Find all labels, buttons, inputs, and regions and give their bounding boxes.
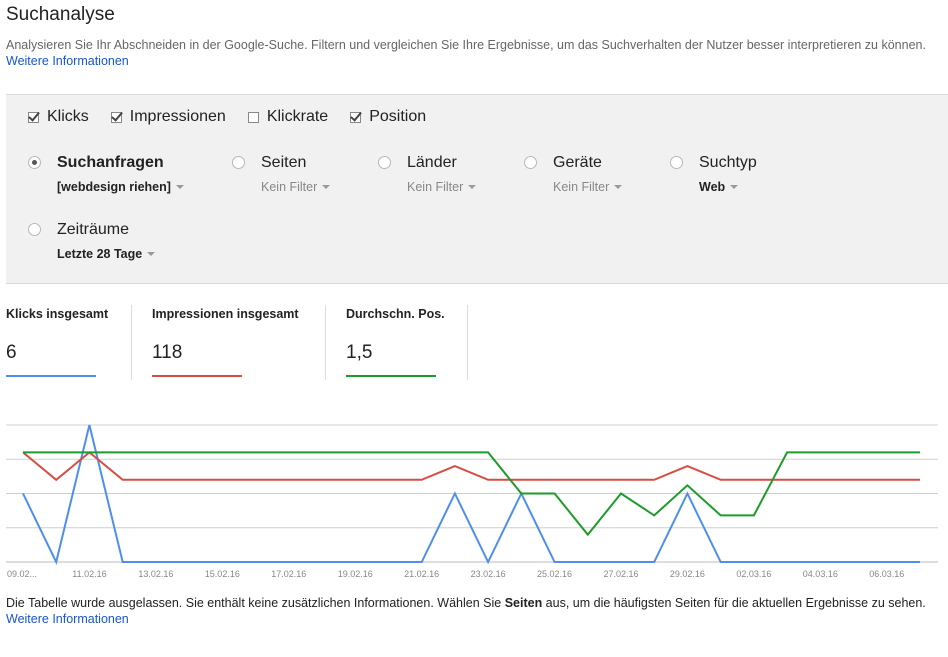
- dimension-label: Suchanfragen: [57, 154, 164, 171]
- radio-icon: [524, 156, 537, 169]
- metric-position-checkbox[interactable]: Position: [350, 108, 426, 126]
- radio-icon: [378, 156, 391, 169]
- chevron-down-icon: [730, 185, 739, 189]
- checkbox-icon: [28, 111, 39, 123]
- divider: [467, 305, 468, 380]
- series-color-bar: [6, 375, 96, 377]
- checkbox-icon: [247, 111, 259, 123]
- chevron-down-icon: [175, 185, 184, 189]
- x-tick-label: 13.02.16: [138, 569, 173, 579]
- page-title: Suchanalyse: [6, 4, 115, 25]
- metric-label: Klickrate: [266, 108, 329, 125]
- chevron-down-icon: [147, 252, 156, 256]
- radio-icon: [28, 223, 41, 236]
- x-tick-label: 11.02.16: [72, 569, 106, 579]
- total-value: 6: [6, 342, 17, 363]
- chevron-down-icon: [322, 185, 331, 189]
- chevron-down-icon: [468, 185, 477, 189]
- chart-series: [22, 424, 920, 565]
- dimension-label: Geräte: [553, 154, 602, 171]
- footer-text-after: aus, um die häufigsten Seiten für die ak…: [542, 596, 926, 610]
- more-info-link[interactable]: Weitere Informationen: [6, 54, 129, 68]
- x-tick-label: 02.03.16: [736, 569, 771, 579]
- footer-bold-text: Seiten: [504, 596, 543, 610]
- dimension-filter-dropdown[interactable]: Kein Filter: [407, 180, 477, 194]
- x-tick-label: 25.02.16: [537, 569, 572, 579]
- metric-impressions-checkbox[interactable]: Impressionen: [110, 108, 226, 126]
- chevron-down-icon: [614, 185, 623, 189]
- x-tick-label: 06.03.16: [869, 569, 904, 579]
- footer-note: Die Tabelle wurde ausgelassen. Sie enthä…: [6, 595, 942, 627]
- dimension-filter-dropdown[interactable]: Letzte 28 Tage: [57, 247, 156, 261]
- x-tick-label: 04.03.16: [803, 569, 838, 579]
- x-tick-label: 21.02.16: [404, 569, 439, 579]
- chart-gridlines: [6, 424, 938, 563]
- radio-icon: [232, 156, 245, 169]
- x-tick-label: 09.02...: [7, 569, 37, 579]
- total-value: 118: [152, 342, 183, 363]
- dimension-filter-dropdown[interactable]: [webdesign riehen]: [57, 180, 184, 194]
- metric-label: Position: [369, 108, 427, 125]
- divider: [325, 305, 326, 380]
- filter-value: [webdesign riehen]: [57, 180, 171, 194]
- total-label: Klicks insgesamt: [6, 307, 109, 321]
- metrics-toggles: Klicks Impressionen Klickrate Position: [28, 108, 426, 126]
- x-tick-label: 19.02.16: [338, 569, 373, 579]
- page-description: Analysieren Sie Ihr Abschneiden in der G…: [6, 37, 936, 69]
- x-tick-label: 29.02.16: [670, 569, 705, 579]
- metric-ctr-checkbox[interactable]: Klickrate: [247, 108, 329, 126]
- x-tick-label: 17.02.16: [271, 569, 306, 579]
- radio-icon: [670, 156, 683, 169]
- filter-value: Web: [699, 180, 726, 194]
- filter-value: Kein Filter: [553, 180, 610, 194]
- series-color-bar: [152, 375, 242, 377]
- footer-more-info-link[interactable]: Weitere Informationen: [6, 612, 129, 626]
- series-line-position: [23, 451, 920, 537]
- chart-x-ticks: 09.02... 11.02.16 13.02.16 15.02.16 17.02.16…: [7, 569, 904, 579]
- dimension-filter-dropdown[interactable]: Kein Filter: [261, 180, 331, 194]
- filter-panel: Klicks Impressionen Klickrate Position S…: [6, 94, 948, 284]
- dimension-label: Länder: [407, 154, 457, 171]
- divider: [131, 305, 132, 380]
- checkbox-icon: [350, 111, 362, 123]
- dimension-filter-dropdown[interactable]: Web: [699, 180, 739, 194]
- metric-label: Impressionen: [129, 108, 226, 125]
- performance-chart: 09.02... 11.02.16 13.02.16 15.02.16 17.02.16…: [6, 424, 938, 579]
- filter-value: Letzte 28 Tage: [57, 247, 143, 261]
- x-tick-label: 15.02.16: [205, 569, 240, 579]
- total-label: Impressionen insgesamt: [152, 307, 299, 321]
- series-line-impressionen: [22, 451, 920, 482]
- footer-text: Die Tabelle wurde ausgelassen. Sie enthä…: [6, 596, 505, 610]
- series-line-klicks: [22, 424, 920, 565]
- filter-value: Kein Filter: [261, 180, 318, 194]
- total-value: 1,5: [346, 342, 373, 363]
- metric-label: Klicks: [47, 108, 89, 125]
- filter-value: Kein Filter: [407, 180, 464, 194]
- x-tick-label: 27.02.16: [603, 569, 638, 579]
- total-label: Durchschn. Pos.: [346, 307, 445, 321]
- dimension-label: Zeiträume: [57, 221, 130, 238]
- description-text: Analysieren Sie Ihr Abschneiden in der G…: [6, 38, 926, 52]
- radio-icon: [28, 156, 41, 169]
- series-color-bar: [346, 375, 436, 377]
- checkbox-icon: [110, 111, 122, 123]
- metric-clicks-checkbox[interactable]: Klicks: [28, 108, 89, 126]
- x-tick-label: 23.02.16: [471, 569, 506, 579]
- dimension-label: Seiten: [261, 154, 307, 171]
- dimension-filter-dropdown[interactable]: Kein Filter: [553, 180, 623, 194]
- dimension-label: Suchtyp: [699, 154, 757, 171]
